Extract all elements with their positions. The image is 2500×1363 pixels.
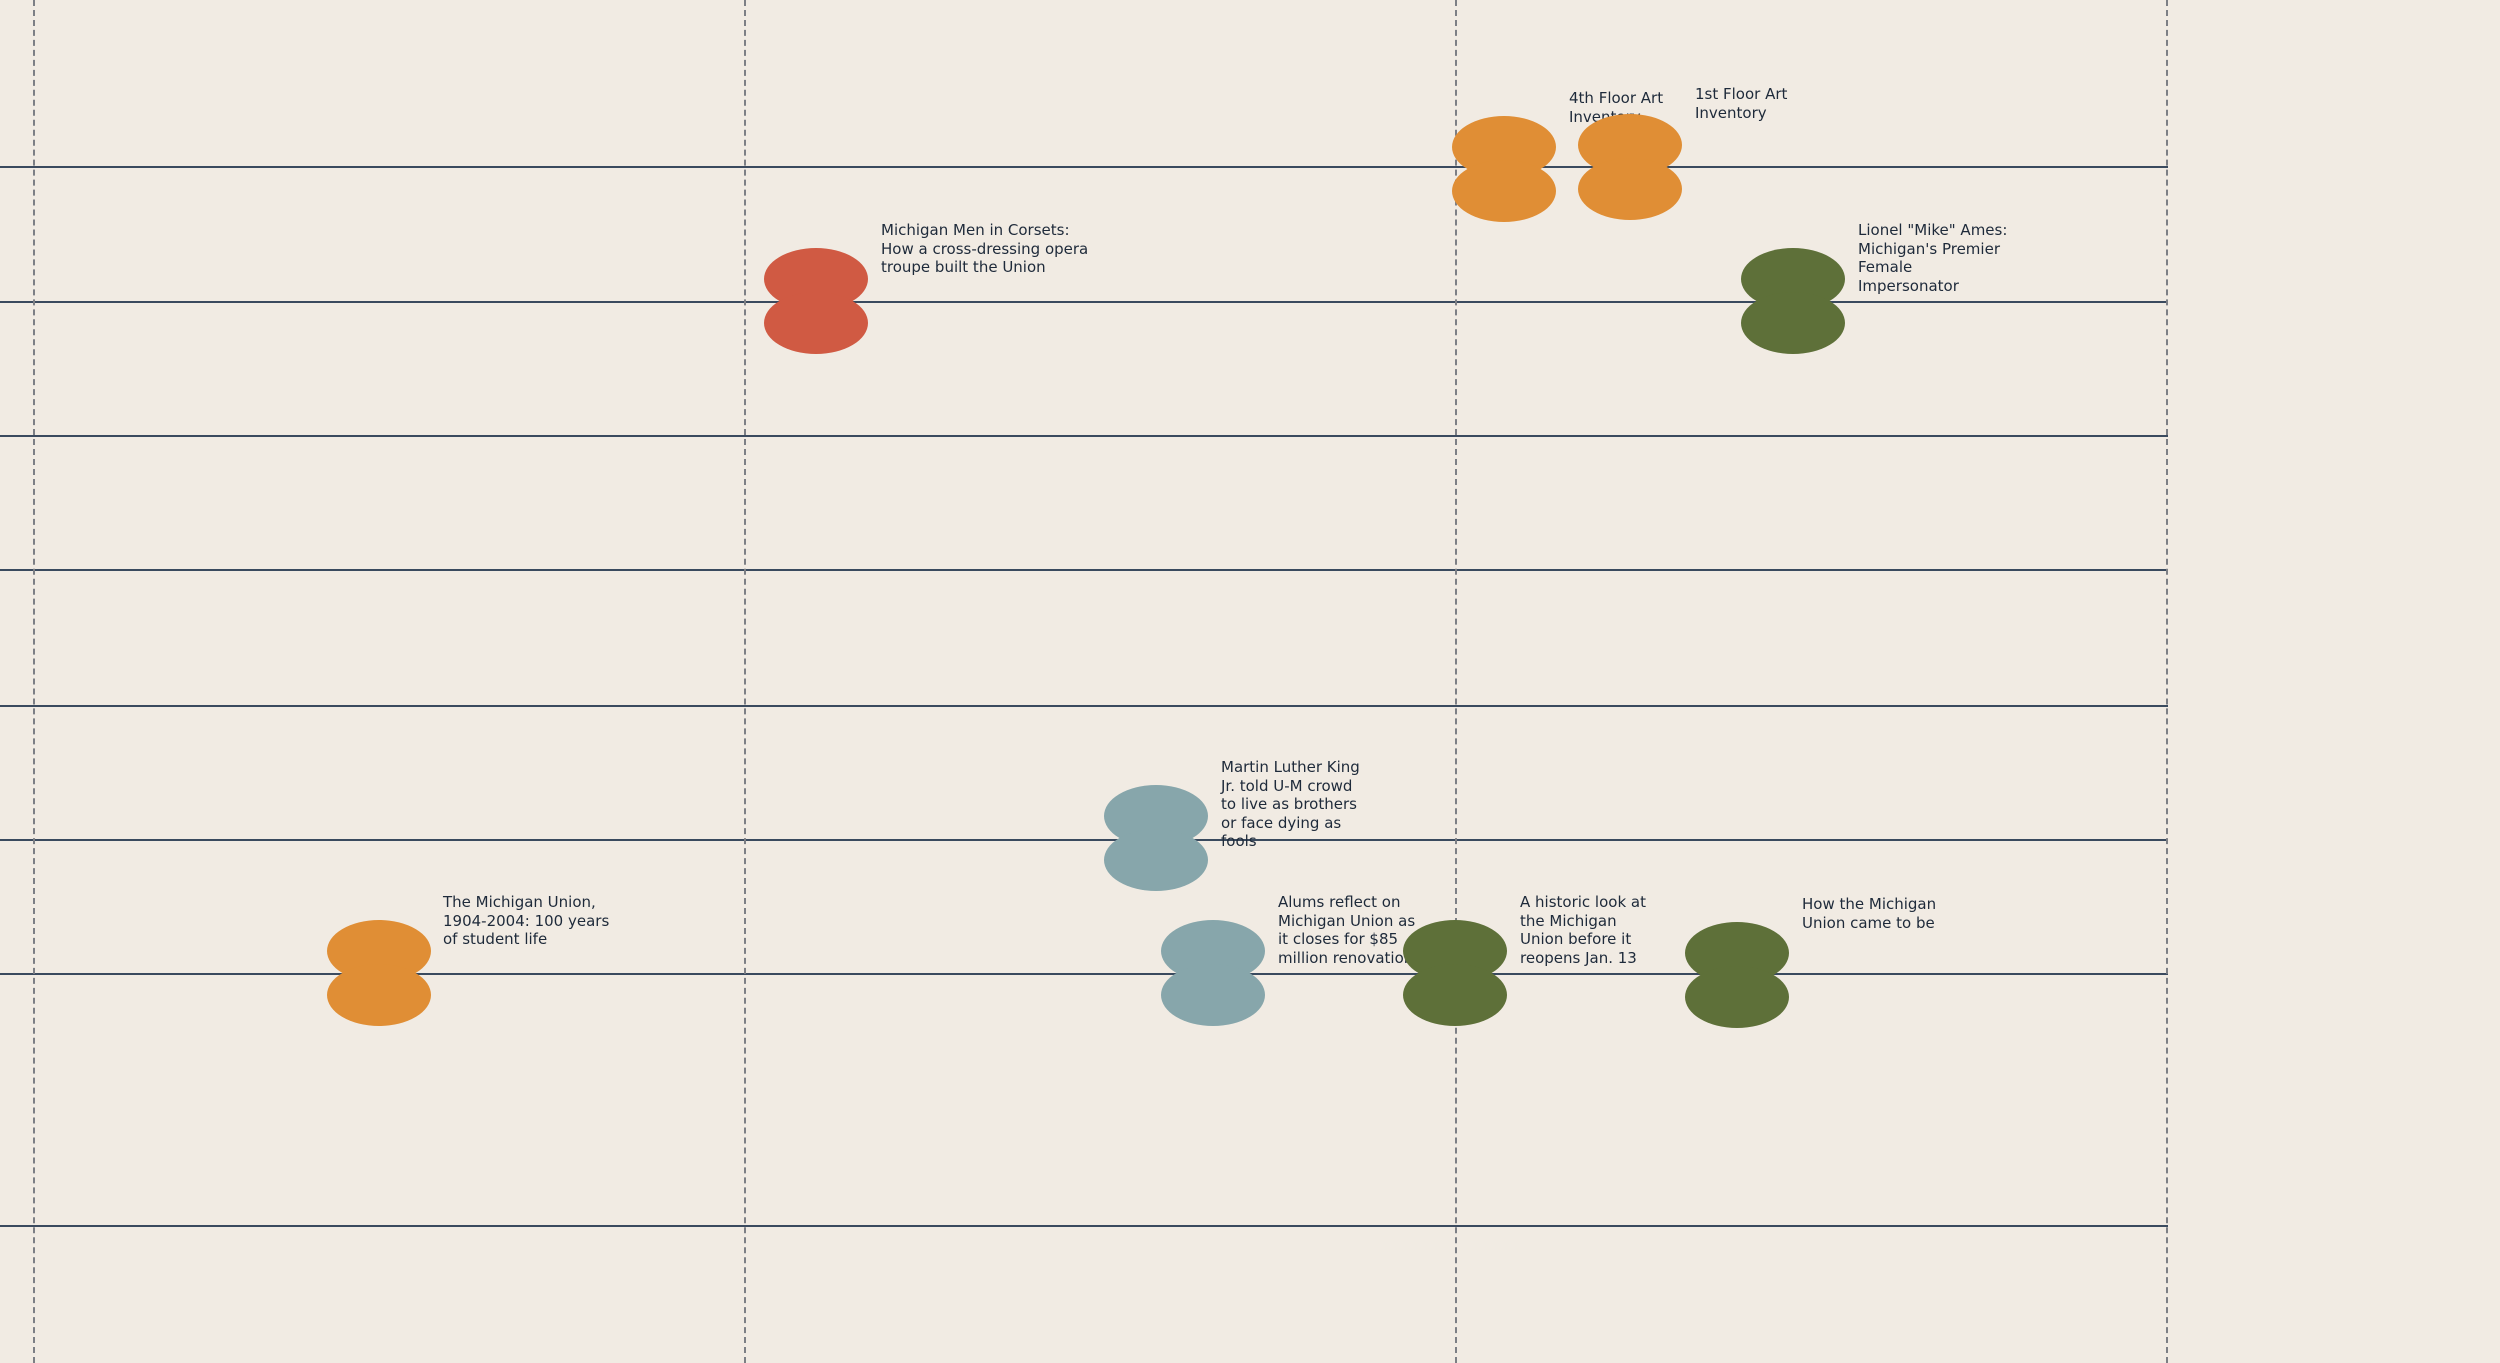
event-marker-corsets[interactable]: [764, 248, 868, 354]
marker-lobe: [1403, 964, 1507, 1026]
event-label-art-1st[interactable]: 1st Floor Art Inventory: [1695, 85, 1788, 122]
event-marker-came-to-be[interactable]: [1685, 922, 1789, 1028]
marker-lobe: [764, 292, 868, 354]
event-label-alums[interactable]: Alums reflect on Michigan Union as it cl…: [1278, 893, 1416, 967]
column-divider: [2166, 0, 2168, 1363]
marker-lobe: [1741, 292, 1845, 354]
marker-lobe: [1161, 964, 1265, 1026]
row-line: [0, 435, 2168, 437]
row-line: [0, 1225, 2168, 1227]
marker-lobe: [1685, 966, 1789, 1028]
event-label-union-100[interactable]: The Michigan Union, 1904-2004: 100 years…: [443, 893, 610, 948]
row-line: [0, 973, 2168, 975]
row-line: [0, 705, 2168, 707]
column-divider: [744, 0, 746, 1363]
event-marker-alums[interactable]: [1161, 920, 1265, 1026]
column-divider: [1455, 0, 1457, 1363]
row-line: [0, 301, 2168, 303]
event-marker-historic[interactable]: [1403, 920, 1507, 1026]
row-line: [0, 166, 2168, 168]
row-line: [0, 839, 2168, 841]
marker-lobe: [1104, 829, 1208, 891]
event-label-corsets[interactable]: Michigan Men in Corsets: How a cross-dre…: [881, 221, 1089, 276]
event-marker-union-100[interactable]: [327, 920, 431, 1026]
event-marker-mlk[interactable]: [1104, 785, 1208, 891]
marker-lobe: [1452, 160, 1556, 222]
event-label-mlk[interactable]: Martin Luther King Jr. told U-M crowd to…: [1221, 758, 1360, 850]
row-line: [0, 569, 2168, 571]
event-label-came-to-be[interactable]: How the Michigan Union came to be: [1802, 895, 1937, 932]
marker-lobe: [327, 964, 431, 1026]
event-label-historic[interactable]: A historic look at the Michigan Union be…: [1520, 893, 1646, 967]
marker-lobe: [1578, 158, 1682, 220]
event-marker-ames[interactable]: [1741, 248, 1845, 354]
event-marker-art-4th[interactable]: [1452, 116, 1556, 222]
event-label-ames[interactable]: Lionel "Mike" Ames: Michigan's Premier F…: [1858, 221, 2008, 295]
event-marker-art-1st[interactable]: [1578, 114, 1682, 220]
column-divider: [33, 0, 35, 1363]
